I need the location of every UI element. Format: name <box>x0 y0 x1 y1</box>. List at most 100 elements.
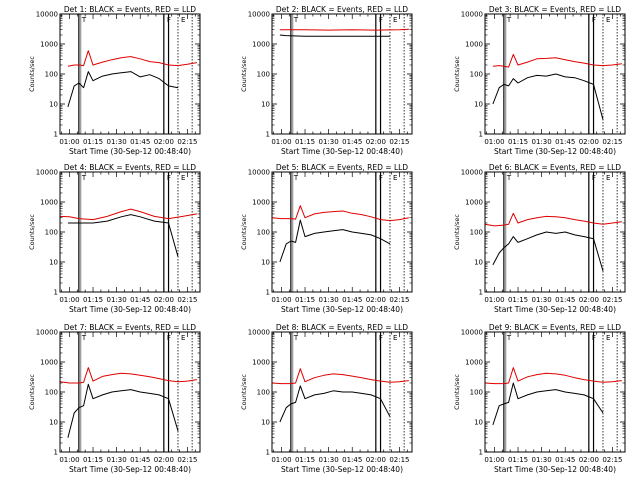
y-tick-label: 1000 <box>465 359 483 367</box>
x-tick-label: 01:15 <box>295 138 315 146</box>
y-axis-label: Counts/sec <box>28 56 36 92</box>
y-tick-label: 10000 <box>248 11 270 19</box>
time-flag-label: E <box>181 174 185 182</box>
x-tick-label: 01:45 <box>555 296 575 304</box>
x-tick-label: 01:45 <box>342 138 362 146</box>
chart-title: Det 6: BLACK = Events, RED = LLD <box>489 163 621 172</box>
plot-frame <box>271 331 413 453</box>
y-tick-label: 10 <box>261 101 270 109</box>
time-flag-label: F <box>379 334 383 342</box>
y-tick-label: 10 <box>261 259 270 267</box>
y-tick-label: 100 <box>470 229 483 237</box>
y-tick-label: 1 <box>54 449 58 457</box>
x-tick-label: 01:00 <box>271 138 291 146</box>
y-tick-label: 1 <box>266 289 270 297</box>
y-tick-label: 1 <box>266 449 270 457</box>
x-tick-label: 02:00 <box>366 456 386 464</box>
x-tick-label: 02:15 <box>177 138 197 146</box>
x-tick-label: 01:30 <box>532 138 552 146</box>
y-tick-label: 1000 <box>465 199 483 207</box>
y-tick-label: 100 <box>45 71 58 79</box>
chart-panel-6: Det 6: BLACK = Events, RED = LLD Counts/s… <box>453 163 626 314</box>
plot-frame <box>484 331 626 453</box>
series-line-events <box>492 382 604 426</box>
series-line-events <box>279 385 391 423</box>
y-tick-label: 1000 <box>40 41 58 49</box>
time-flag-label: F <box>592 334 596 342</box>
chart-panel-3: Det 3: BLACK = Events, RED = LLD Counts/s… <box>453 5 626 156</box>
time-flag-label: T <box>506 16 512 24</box>
chart-panel-1: Det 1: BLACK = Events, RED = LLD Counts/s… <box>28 5 201 156</box>
y-tick-label: 10 <box>261 419 270 427</box>
x-tick-label: 01:30 <box>107 456 127 464</box>
y-tick-label: 10000 <box>248 329 270 337</box>
series-line-events <box>67 71 179 108</box>
chart-title: Det 2: BLACK = Events, RED = LLD <box>276 5 408 14</box>
series-line-lld <box>279 28 409 31</box>
y-tick-label: 10000 <box>36 329 58 337</box>
x-tick-label: 02:00 <box>154 296 174 304</box>
x-tick-label: 02:00 <box>579 296 599 304</box>
y-tick-label: 1 <box>54 131 58 139</box>
x-tick-label: 01:15 <box>295 296 315 304</box>
x-axis-label: Start Time (30-Sep-12 00:48:40) <box>494 147 616 156</box>
series-line-lld <box>67 50 197 67</box>
x-axis-label: Start Time (30-Sep-12 00:48:40) <box>281 147 403 156</box>
time-flag-label: E <box>181 16 185 24</box>
x-tick-label: 02:00 <box>154 138 174 146</box>
x-tick-label: 01:45 <box>555 138 575 146</box>
y-tick-label: 10 <box>474 101 483 109</box>
x-tick-label: 01:00 <box>59 456 79 464</box>
x-tick-label: 02:15 <box>602 296 622 304</box>
chart-panel-5: Det 5: BLACK = Events, RED = LLD Counts/s… <box>240 163 413 314</box>
x-tick-label: 01:00 <box>484 296 504 304</box>
x-tick-label: 01:15 <box>508 138 528 146</box>
time-flag-label: F <box>592 16 596 24</box>
y-tick-label: 10000 <box>36 11 58 19</box>
x-tick-label: 01:30 <box>319 296 339 304</box>
chart-title: Det 3: BLACK = Events, RED = LLD <box>489 5 621 14</box>
y-tick-label: 10000 <box>36 169 58 177</box>
x-tick-label: 02:00 <box>366 296 386 304</box>
time-flag-label: F <box>379 16 383 24</box>
chart-panel-7: Det 7: BLACK = Events, RED = LLD Counts/s… <box>28 323 201 474</box>
chart-title: Det 7: BLACK = Events, RED = LLD <box>64 323 196 332</box>
chart-panel-2: Det 2: BLACK = Events, RED = LLD Counts/s… <box>240 5 413 156</box>
series-line-events <box>492 73 604 120</box>
y-tick-label: 100 <box>45 389 58 397</box>
x-tick-label: 01:45 <box>342 296 362 304</box>
time-flag-label: E <box>606 334 610 342</box>
y-tick-label: 1 <box>479 289 483 297</box>
x-tick-label: 02:00 <box>579 138 599 146</box>
x-tick-label: 01:00 <box>59 296 79 304</box>
x-tick-label: 02:15 <box>602 456 622 464</box>
y-axis-label: Counts/sec <box>453 374 461 410</box>
x-tick-label: 01:15 <box>83 456 103 464</box>
y-tick-label: 1 <box>54 289 58 297</box>
chart-title: Det 1: BLACK = Events, RED = LLD <box>64 5 196 14</box>
time-flag-label: F <box>167 16 171 24</box>
time-flag-label: E <box>181 334 185 342</box>
x-tick-label: 02:00 <box>579 456 599 464</box>
y-tick-label: 100 <box>257 229 270 237</box>
series-line-events <box>67 214 179 257</box>
y-tick-label: 10000 <box>461 169 483 177</box>
y-tick-label: 100 <box>470 71 483 79</box>
chart-panel-9: Det 9: BLACK = Events, RED = LLD Counts/s… <box>453 323 626 474</box>
time-flag-label: T <box>293 16 299 24</box>
x-tick-label: 02:15 <box>389 456 409 464</box>
series-line-lld <box>492 53 622 68</box>
y-tick-label: 10 <box>49 259 58 267</box>
time-flag-label: F <box>592 174 596 182</box>
x-tick-label: 01:30 <box>319 456 339 464</box>
series-line-lld <box>59 367 197 384</box>
time-flag-label: E <box>606 16 610 24</box>
series-line-events <box>67 383 179 438</box>
x-tick-label: 01:45 <box>130 456 150 464</box>
series-line-lld <box>484 367 622 385</box>
plot-frame <box>59 331 201 453</box>
y-tick-label: 10 <box>474 259 483 267</box>
y-tick-label: 1 <box>479 131 483 139</box>
x-tick-label: 01:45 <box>555 456 575 464</box>
